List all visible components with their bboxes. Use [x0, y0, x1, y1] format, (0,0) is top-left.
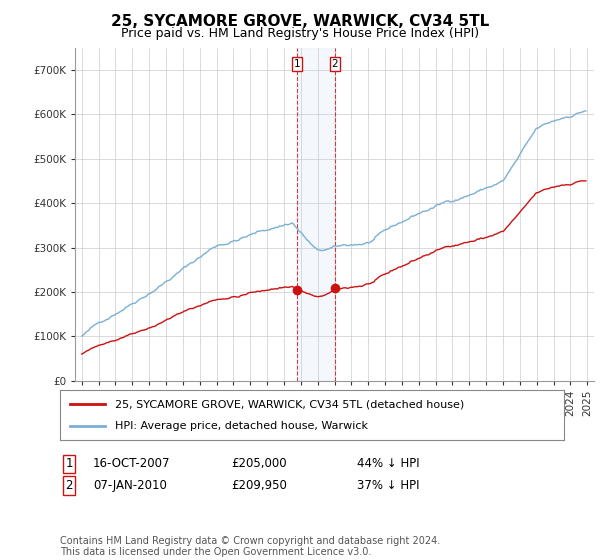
Text: HPI: Average price, detached house, Warwick: HPI: Average price, detached house, Warw…	[115, 421, 368, 431]
Text: 2: 2	[65, 479, 73, 492]
Text: 07-JAN-2010: 07-JAN-2010	[93, 479, 167, 492]
Text: 25, SYCAMORE GROVE, WARWICK, CV34 5TL (detached house): 25, SYCAMORE GROVE, WARWICK, CV34 5TL (d…	[115, 399, 464, 409]
Text: 25, SYCAMORE GROVE, WARWICK, CV34 5TL: 25, SYCAMORE GROVE, WARWICK, CV34 5TL	[111, 14, 489, 29]
Text: 37% ↓ HPI: 37% ↓ HPI	[357, 479, 419, 492]
Text: 1: 1	[294, 59, 301, 69]
Text: £205,000: £205,000	[231, 457, 287, 470]
Bar	[297, 48, 335, 381]
Text: 44% ↓ HPI: 44% ↓ HPI	[357, 457, 419, 470]
Text: 1: 1	[65, 457, 73, 470]
Text: Price paid vs. HM Land Registry's House Price Index (HPI): Price paid vs. HM Land Registry's House …	[121, 27, 479, 40]
Text: 16-OCT-2007: 16-OCT-2007	[93, 457, 170, 470]
Text: 2: 2	[332, 59, 338, 69]
Text: Contains HM Land Registry data © Crown copyright and database right 2024.
This d: Contains HM Land Registry data © Crown c…	[60, 535, 440, 557]
Text: £209,950: £209,950	[231, 479, 287, 492]
